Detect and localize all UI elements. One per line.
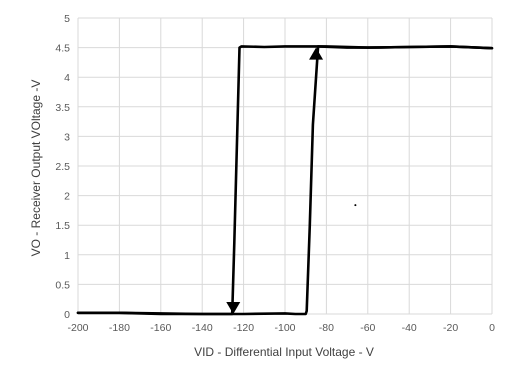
- y-tick-label: 2.5: [55, 161, 70, 173]
- x-tick-label: -20: [443, 322, 458, 334]
- x-tick-label: 0: [489, 322, 495, 334]
- x-tick-label: -100: [274, 322, 295, 334]
- x-tick-label: -180: [109, 322, 130, 334]
- stray-dot: [354, 204, 357, 207]
- series-lines: [76, 45, 494, 316]
- y-tick-label: 3: [64, 131, 70, 143]
- x-axis-title: VID - Differential Input Voltage - V: [194, 345, 374, 359]
- y-tick-label: 3.5: [55, 102, 70, 114]
- y-tick-label: 2: [64, 191, 70, 203]
- x-tick-label: -160: [150, 322, 171, 334]
- y-tick-label: 0.5: [55, 279, 70, 291]
- x-tick-label: -80: [319, 322, 334, 334]
- y-tick-label: 4.5: [55, 43, 70, 55]
- y-tick-label: 0: [64, 309, 70, 321]
- x-tick-label: -60: [360, 322, 375, 334]
- series-line-2: [76, 45, 494, 316]
- y-tick-label: 5: [64, 13, 70, 25]
- y-tick-label: 4: [64, 72, 70, 84]
- y-axis-title: VO - Receiver Output VOltage -V: [29, 80, 43, 257]
- grid-lines: [77, 17, 493, 315]
- x-tick-label: -40: [402, 322, 417, 334]
- x-tick-label: -120: [233, 322, 254, 334]
- arrow-annotations: [226, 47, 357, 314]
- y-tick-label: 1: [64, 250, 70, 262]
- arrow-head-up: [309, 47, 324, 60]
- x-tick-label: -140: [192, 322, 213, 334]
- x-tick-labels: -200 -180 -160 -140 -120 -100 -80 -60 -40 -20 0: [67, 322, 495, 334]
- y-tick-labels: 0 0.5 1 1.5 2 2.5 3 3.5 4 4.5 5: [55, 13, 70, 321]
- y-tick-label: 1.5: [55, 220, 70, 232]
- x-tick-label: -200: [67, 322, 88, 334]
- arrow-head-down: [226, 302, 241, 314]
